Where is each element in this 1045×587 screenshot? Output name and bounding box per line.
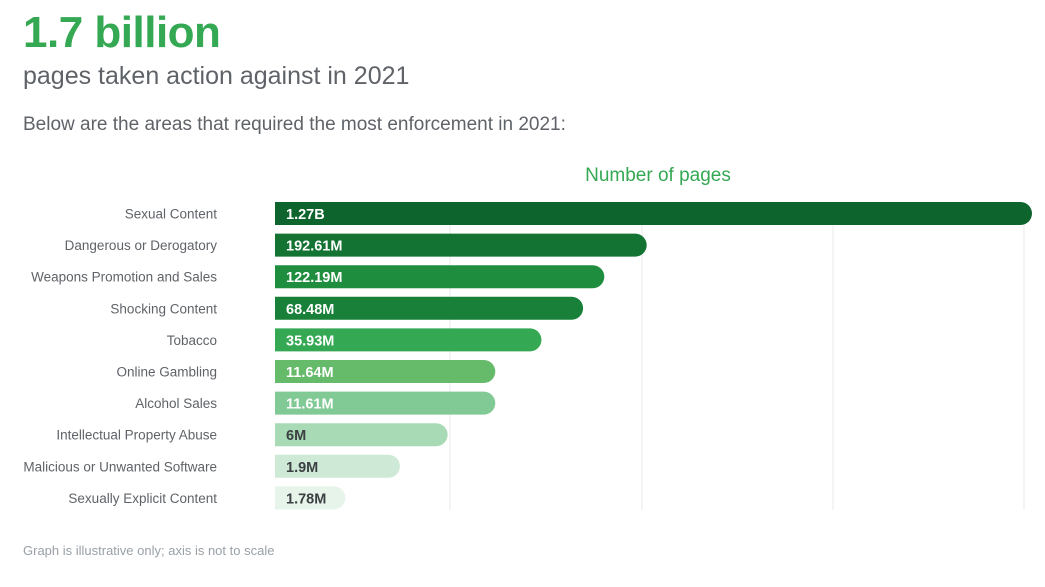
bar <box>275 296 584 320</box>
data-label: 1.27B <box>286 207 325 223</box>
category-label: Dangerous or Derogatory <box>65 238 218 253</box>
bar <box>275 454 400 478</box>
category-label: Weapons Promotion and Sales <box>31 270 217 285</box>
bar <box>275 328 542 352</box>
bar <box>275 486 346 510</box>
data-label: 68.48M <box>286 302 334 318</box>
data-label: 1.9M <box>286 460 318 476</box>
headline: 1.7 billion <box>23 8 221 57</box>
data-label: 6M <box>286 428 306 444</box>
enforcement-bar-chart: Number of pages Sexual Content 1.27B Dange… <box>23 165 1032 510</box>
chart-title: Number of pages <box>585 165 731 186</box>
category-label: Malicious or Unwanted Software <box>23 459 217 474</box>
category-label: Tobacco <box>167 333 217 348</box>
data-label: 35.93M <box>286 333 334 349</box>
category-label: Sexually Explicit Content <box>68 491 217 506</box>
bar <box>275 391 496 415</box>
intro-text: Below are the areas that required the mo… <box>23 114 566 135</box>
category-label: Online Gambling <box>116 365 217 380</box>
bar <box>275 360 496 383</box>
bar <box>275 202 1032 225</box>
data-label: 11.61M <box>286 397 334 413</box>
data-label: 122.19M <box>286 270 342 286</box>
category-label: Sexual Content <box>125 207 218 222</box>
category-label: Alcohol Sales <box>135 396 217 411</box>
subheadline: pages taken action against in 2021 <box>23 62 410 90</box>
category-label: Intellectual Property Abuse <box>56 428 217 443</box>
chart-bars: Sexual Content 1.27B Dangerous or Derogato… <box>23 202 1032 510</box>
bar <box>275 423 448 447</box>
data-label: 192.61M <box>286 239 342 255</box>
category-label: Shocking Content <box>110 301 217 316</box>
bar <box>275 233 647 257</box>
footnote: Graph is illustrative only; axis is not … <box>23 543 275 558</box>
data-label: 1.78M <box>286 491 326 507</box>
bar <box>275 265 605 289</box>
data-label: 11.64M <box>286 365 334 381</box>
